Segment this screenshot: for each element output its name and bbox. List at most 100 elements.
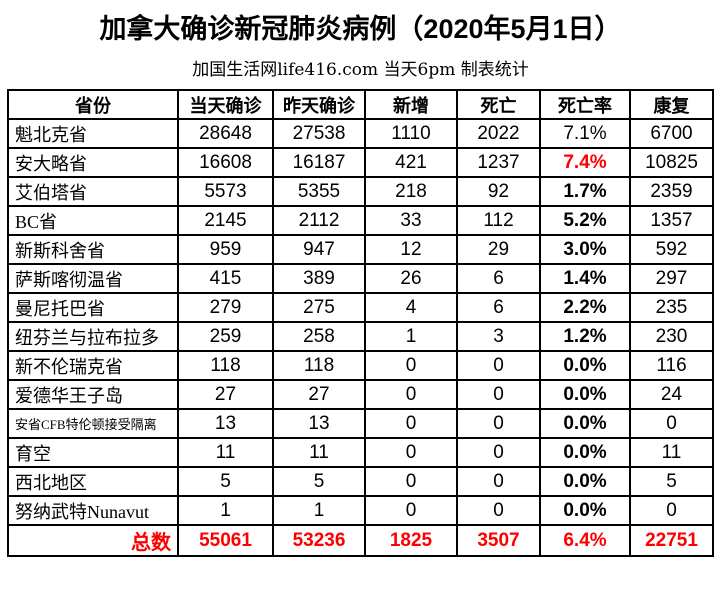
recovered-cell: 230 bbox=[629, 321, 714, 352]
table-row: 新斯科舍省 959 947 12 29 3.0% 592 bbox=[7, 234, 714, 265]
table-row: 曼尼托巴省 279 275 4 6 2.2% 235 bbox=[7, 292, 714, 323]
today-confirmed-cell: 415 bbox=[177, 263, 274, 294]
new-cases-cell: 0 bbox=[364, 350, 458, 381]
new-cases-cell: 0 bbox=[364, 495, 458, 526]
province-cell: BC省 bbox=[7, 205, 179, 236]
deaths-cell: 0 bbox=[456, 379, 541, 410]
recovered-cell: 11 bbox=[629, 437, 714, 468]
new-cases-cell: 0 bbox=[364, 437, 458, 468]
province-cell: 西北地区 bbox=[7, 466, 179, 497]
deaths-cell: 6 bbox=[456, 292, 541, 323]
today-confirmed-cell: 259 bbox=[177, 321, 274, 352]
province-cell: 新不伦瑞克省 bbox=[7, 350, 179, 381]
today-confirmed-cell: 13 bbox=[177, 408, 274, 439]
today-confirmed-cell: 28648 bbox=[177, 118, 274, 149]
death-rate-cell: 5.2% bbox=[539, 205, 631, 236]
column-header-today-confirmed: 当天确诊 bbox=[177, 89, 274, 120]
recovered-cell: 297 bbox=[629, 263, 714, 294]
deaths-cell: 1237 bbox=[456, 147, 541, 178]
province-cell: 艾伯塔省 bbox=[7, 176, 179, 207]
new-cases-cell: 421 bbox=[364, 147, 458, 178]
total-today-confirmed-cell: 55061 bbox=[177, 524, 274, 557]
province-cell: 新斯科舍省 bbox=[7, 234, 179, 265]
column-header-deaths: 死亡 bbox=[456, 89, 541, 120]
table-row: 安省CFB特伦顿接受隔离 13 13 0 0 0.0% 0 bbox=[7, 408, 714, 439]
recovered-cell: 235 bbox=[629, 292, 714, 323]
new-cases-cell: 1 bbox=[364, 321, 458, 352]
column-header-province: 省份 bbox=[7, 89, 179, 120]
today-confirmed-cell: 279 bbox=[177, 292, 274, 323]
column-header-recovered: 康复 bbox=[629, 89, 714, 120]
today-confirmed-cell: 27 bbox=[177, 379, 274, 410]
recovered-cell: 6700 bbox=[629, 118, 714, 149]
province-cell: 爱德华王子岛 bbox=[7, 379, 179, 410]
death-rate-cell: 0.0% bbox=[539, 408, 631, 439]
total-deaths-cell: 3507 bbox=[456, 524, 541, 557]
deaths-cell: 0 bbox=[456, 408, 541, 439]
new-cases-cell: 218 bbox=[364, 176, 458, 207]
new-cases-cell: 1110 bbox=[364, 118, 458, 149]
deaths-cell: 29 bbox=[456, 234, 541, 265]
today-confirmed-cell: 2145 bbox=[177, 205, 274, 236]
column-header-yesterday-confirmed: 昨天确诊 bbox=[272, 89, 366, 120]
death-rate-cell: 1.7% bbox=[539, 176, 631, 207]
recovered-cell: 0 bbox=[629, 495, 714, 526]
total-yesterday-confirmed-cell: 53236 bbox=[272, 524, 366, 557]
death-rate-cell: 1.4% bbox=[539, 263, 631, 294]
province-cell: 安大略省 bbox=[7, 147, 179, 178]
recovered-cell: 10825 bbox=[629, 147, 714, 178]
table-row: 安大略省 16608 16187 421 1237 7.4% 10825 bbox=[7, 147, 714, 178]
source-note: 加国生活网life416.com 当天6pm 制表统计 bbox=[192, 60, 529, 80]
yesterday-confirmed-cell: 13 bbox=[272, 408, 366, 439]
yesterday-confirmed-cell: 2112 bbox=[272, 205, 366, 236]
table-row: 新不伦瑞克省 118 118 0 0 0.0% 116 bbox=[7, 350, 714, 381]
deaths-cell: 2022 bbox=[456, 118, 541, 149]
column-header-death-rate: 死亡率 bbox=[539, 89, 631, 120]
today-confirmed-cell: 16608 bbox=[177, 147, 274, 178]
total-province-cell: 总数 bbox=[7, 524, 179, 557]
today-confirmed-cell: 118 bbox=[177, 350, 274, 381]
recovered-cell: 592 bbox=[629, 234, 714, 265]
yesterday-confirmed-cell: 27 bbox=[272, 379, 366, 410]
table-row: 育空 11 11 0 0 0.0% 11 bbox=[7, 437, 714, 468]
yesterday-confirmed-cell: 5 bbox=[272, 466, 366, 497]
table-row: 爱德华王子岛 27 27 0 0 0.0% 24 bbox=[7, 379, 714, 410]
deaths-cell: 92 bbox=[456, 176, 541, 207]
recovered-cell: 5 bbox=[629, 466, 714, 497]
death-rate-cell: 7.1% bbox=[539, 118, 631, 149]
total-recovered-cell: 22751 bbox=[629, 524, 714, 557]
yesterday-confirmed-cell: 275 bbox=[272, 292, 366, 323]
death-rate-cell: 1.2% bbox=[539, 321, 631, 352]
table-row: 魁北克省 28648 27538 1110 2022 7.1% 6700 bbox=[7, 118, 714, 149]
deaths-cell: 112 bbox=[456, 205, 541, 236]
covid-cases-table: 省份 当天确诊 昨天确诊 新增 死亡 死亡率 康复 魁北克省 28648 27538… bbox=[7, 89, 714, 557]
new-cases-cell: 0 bbox=[364, 379, 458, 410]
yesterday-confirmed-cell: 11 bbox=[272, 437, 366, 468]
death-rate-cell: 0.0% bbox=[539, 495, 631, 526]
deaths-cell: 0 bbox=[456, 466, 541, 497]
column-header-new-cases: 新增 bbox=[364, 89, 458, 120]
deaths-cell: 0 bbox=[456, 350, 541, 381]
death-rate-cell: 7.4% bbox=[539, 147, 631, 178]
new-cases-cell: 26 bbox=[364, 263, 458, 294]
new-cases-cell: 33 bbox=[364, 205, 458, 236]
death-rate-cell: 0.0% bbox=[539, 466, 631, 497]
yesterday-confirmed-cell: 389 bbox=[272, 263, 366, 294]
total-death-rate-cell: 6.4% bbox=[539, 524, 631, 557]
table-row: 萨斯喀彻温省 415 389 26 6 1.4% 297 bbox=[7, 263, 714, 294]
province-cell: 努纳武特Nunavut bbox=[7, 495, 179, 526]
yesterday-confirmed-cell: 16187 bbox=[272, 147, 366, 178]
recovered-cell: 1357 bbox=[629, 205, 714, 236]
page-title: 加拿大确诊新冠肺炎病例（2020年5月1日） bbox=[99, 14, 622, 44]
table-row: 努纳武特Nunavut 1 1 0 0 0.0% 0 bbox=[7, 495, 714, 526]
deaths-cell: 3 bbox=[456, 321, 541, 352]
death-rate-cell: 2.2% bbox=[539, 292, 631, 323]
death-rate-cell: 0.0% bbox=[539, 379, 631, 410]
today-confirmed-cell: 959 bbox=[177, 234, 274, 265]
total-new-cases-cell: 1825 bbox=[364, 524, 458, 557]
recovered-cell: 116 bbox=[629, 350, 714, 381]
deaths-cell: 0 bbox=[456, 437, 541, 468]
new-cases-cell: 0 bbox=[364, 408, 458, 439]
total-row: 总数 55061 53236 1825 3507 6.4% 22751 bbox=[7, 524, 714, 557]
death-rate-cell: 0.0% bbox=[539, 350, 631, 381]
